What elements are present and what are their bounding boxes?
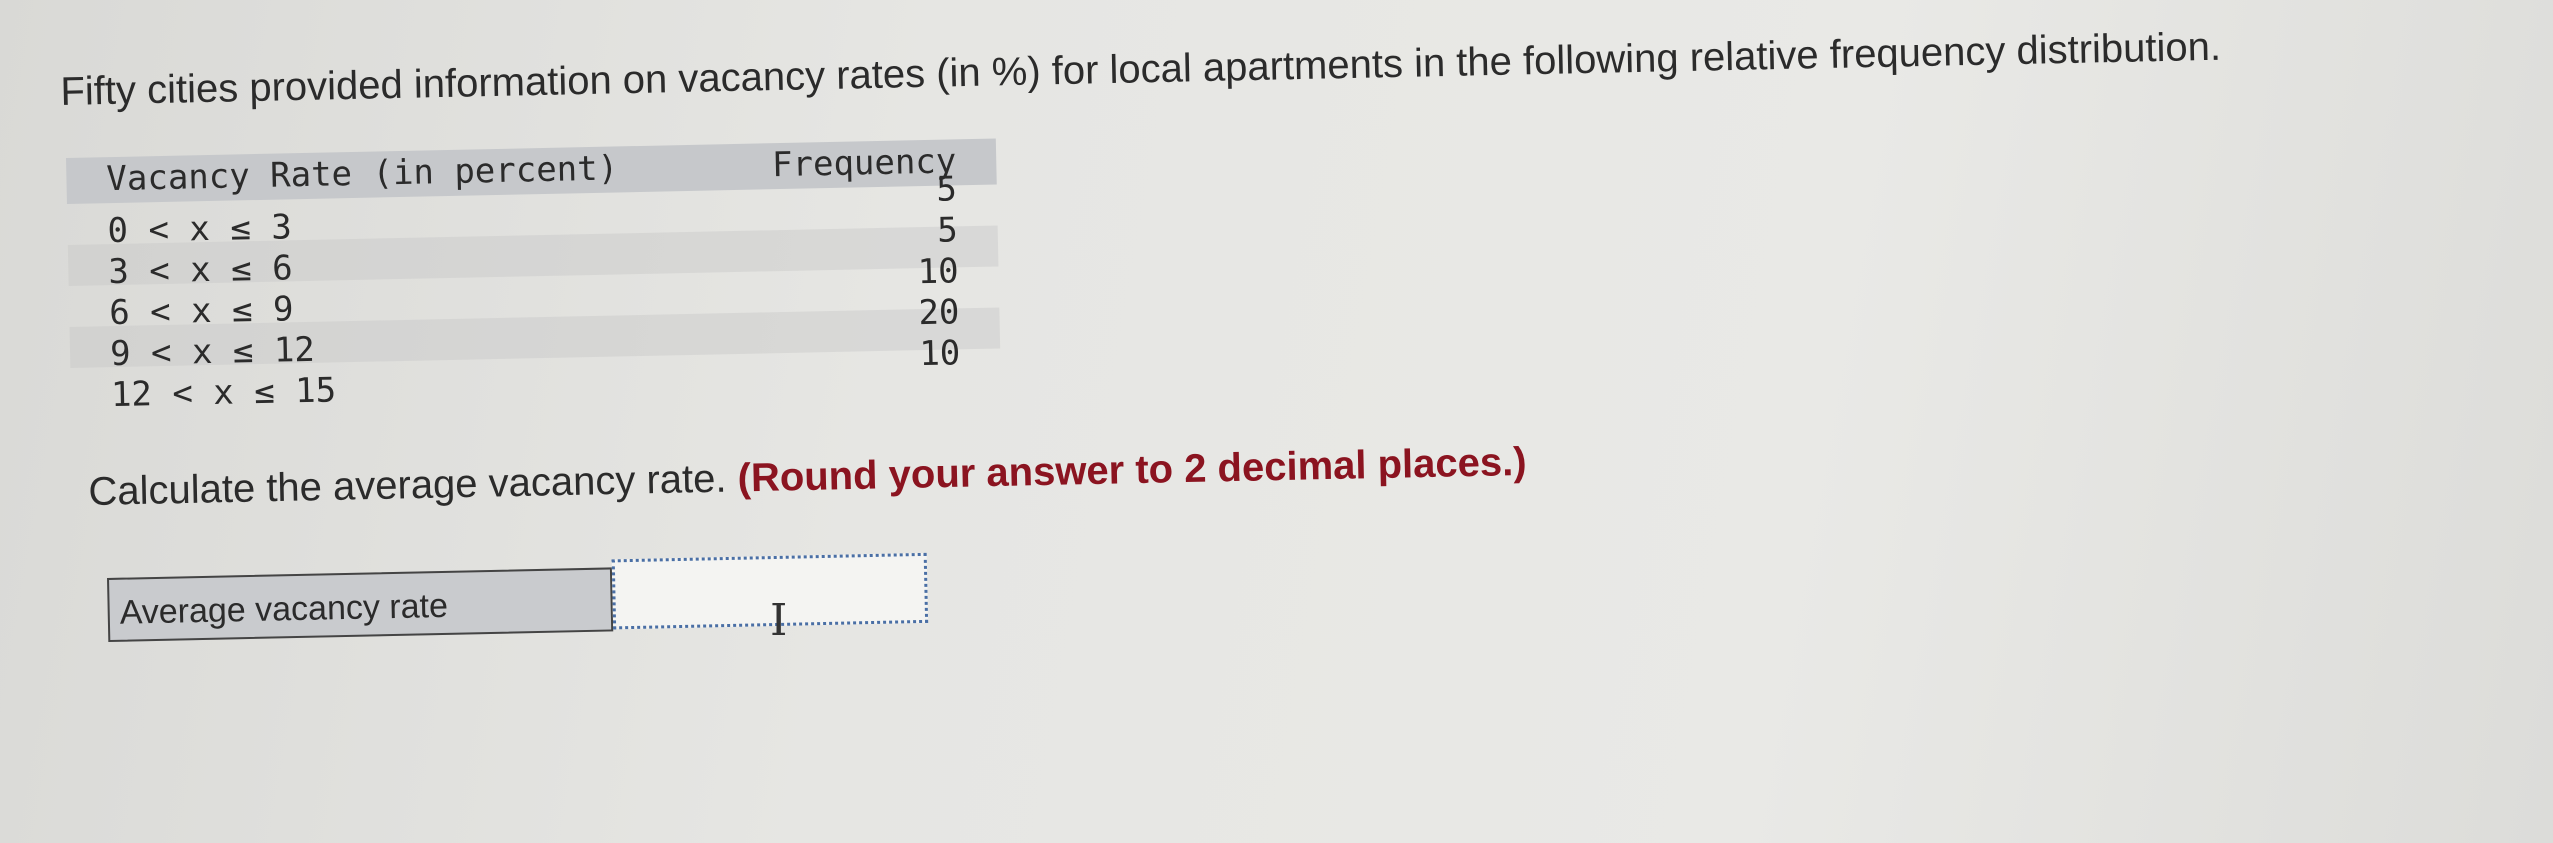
rate-cell: 12 < x ≤ 15: [110, 370, 337, 416]
prompt-text: Calculate the average vacancy rate.: [88, 456, 727, 514]
header-vacancy-rate: Vacancy Rate (in percent): [106, 148, 619, 200]
frequency-cell: 5: [936, 210, 959, 251]
frequency-cell: 10: [918, 333, 961, 375]
rounding-hint: (Round your answer to 2 decimal places.): [737, 439, 1527, 501]
frequency-cell: 20: [918, 292, 960, 334]
frequency-cell: 5: [935, 169, 958, 210]
question-intro: Fifty cities provided information on vac…: [60, 24, 2222, 114]
frequency-table: Vacancy Rate (in percent) Frequency 0 < …: [66, 138, 1001, 415]
answer-label: Average vacancy rate: [107, 567, 614, 642]
answer-row: Average vacancy rate: [107, 552, 929, 642]
text-cursor-icon: I: [770, 595, 788, 646]
frequency-cell: 10: [917, 251, 959, 293]
header-frequency: Frequency: [771, 141, 957, 186]
question-prompt: Calculate the average vacancy rate. (Rou…: [88, 440, 1527, 515]
